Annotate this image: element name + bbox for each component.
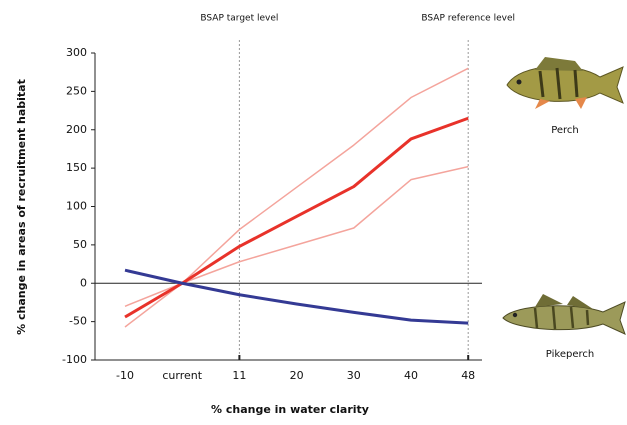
y-tick-label: -100 bbox=[62, 353, 87, 366]
pikeperch-illustration bbox=[503, 294, 625, 334]
interval-line bbox=[125, 68, 468, 306]
x-tick-label: 11 bbox=[232, 369, 246, 382]
chart: Perch Pikeperch % change in areas of rec… bbox=[0, 0, 627, 425]
y-tick-label: 300 bbox=[66, 46, 87, 59]
x-tick-label: 30 bbox=[347, 369, 361, 382]
y-tick-label: 100 bbox=[66, 200, 87, 213]
y-axis-title: % change in areas of recruitment habitat bbox=[15, 79, 28, 335]
y-tick-label: 50 bbox=[73, 238, 87, 251]
annotation: BSAP reference level bbox=[421, 14, 515, 24]
x-axis-title: % change in water clarity bbox=[211, 403, 369, 416]
x-tick-label: -10 bbox=[116, 369, 134, 382]
x-tick-label: 20 bbox=[290, 369, 304, 382]
y-tick-label: 200 bbox=[66, 123, 87, 136]
y-tick-label: 250 bbox=[66, 84, 87, 97]
x-tick-label: current bbox=[162, 369, 202, 382]
perch-illustration bbox=[507, 57, 623, 109]
x-tick-label: 40 bbox=[404, 369, 418, 382]
annotation: BSAP target level bbox=[200, 14, 278, 24]
x-tick-label: 48 bbox=[461, 369, 475, 382]
y-tick-label: -50 bbox=[69, 315, 87, 328]
perch-label: Perch bbox=[551, 125, 579, 136]
y-tick-label: 0 bbox=[80, 276, 87, 289]
y-tick-label: 150 bbox=[66, 161, 87, 174]
pikeperch-label: Pikeperch bbox=[546, 349, 594, 360]
series-line bbox=[125, 270, 468, 323]
page: {"chart_data": { "type": "line", "y_labe… bbox=[0, 0, 627, 425]
series-line bbox=[125, 118, 468, 317]
